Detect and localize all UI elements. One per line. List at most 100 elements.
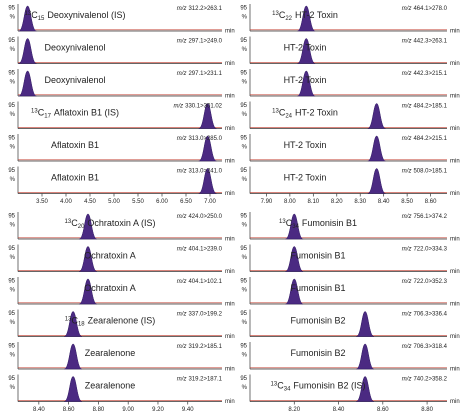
compound-label: 13C24 HT-2 Toxin [272, 108, 338, 119]
compound-label: HT-2 Toxin [284, 140, 327, 150]
x-unit-label: min [450, 191, 460, 197]
compound-label: Fumonisin B2 [290, 348, 345, 358]
mz-value: 756.1>374.2 [413, 214, 447, 220]
peak [18, 38, 37, 64]
mz-value: 464.1>278.0 [413, 6, 447, 12]
peak [64, 343, 83, 370]
x-tick-label: 8.50 [401, 199, 413, 205]
x-tick-label: 8.10 [307, 199, 319, 205]
peak [297, 70, 316, 97]
compound-name: Deoxynivalenol (IS) [47, 10, 125, 20]
y-unit-label: % [242, 255, 248, 261]
peak [198, 168, 217, 194]
isotope: 13 [271, 381, 278, 387]
mz-transition: m/z 424.0>250.0 [177, 214, 223, 220]
x-tick-label: 3.50 [36, 199, 48, 205]
y-unit-label: % [10, 80, 16, 86]
y-unit-label: % [10, 223, 16, 229]
compound-name: Zearalenone [85, 348, 136, 358]
isotope: 13 [65, 316, 72, 322]
y-unit-label: % [10, 177, 16, 183]
element: C [286, 218, 293, 228]
compound-name: Fumonisin B2 (IS) [293, 381, 365, 391]
mz-prefix: m/z [402, 279, 412, 285]
element: C [279, 108, 286, 118]
compound-name: Deoxynivalenol [44, 75, 105, 85]
mz-prefix: m/z [177, 136, 187, 142]
compound-name: HT-2 Toxin [284, 75, 327, 85]
compound-label: Fumonisin B2 [290, 316, 345, 326]
y-unit-label: % [10, 255, 16, 261]
y-max-label: 95 [240, 103, 247, 109]
label-count: 15 [38, 16, 45, 22]
x-unit-label: min [225, 237, 235, 243]
y-max-label: 95 [8, 214, 15, 220]
mz-value: 722.0>334.3 [413, 246, 447, 252]
x-tick-label: 6.50 [180, 199, 192, 205]
compound-name: Ochratoxin A (IS) [87, 218, 155, 228]
x-tick-label: 8.40 [378, 199, 390, 205]
peak [367, 135, 386, 162]
y-max-label: 95 [240, 279, 247, 285]
compound-label: Zearalenone [85, 348, 136, 358]
mz-value: 508.0>185.1 [413, 168, 447, 174]
mz-prefix: m/z [402, 136, 412, 142]
compound-name: Zearalenone [85, 381, 136, 391]
mz-prefix: m/z [177, 311, 187, 317]
compound-label: Deoxynivalenol [44, 43, 105, 53]
mz-prefix: m/z [402, 376, 412, 382]
mz-prefix: m/z [177, 344, 187, 350]
compound-label: 13C20 Ochratoxin A (IS) [65, 218, 156, 229]
y-max-label: 95 [240, 311, 247, 317]
mz-prefix: m/z [402, 344, 412, 350]
x-tick-label: 4.50 [84, 199, 96, 205]
isotope: 13 [272, 108, 279, 114]
mz-prefix: m/z [177, 71, 187, 77]
peak [64, 376, 83, 402]
x-unit-label: min [450, 237, 460, 243]
x-tick-label: 4.00 [60, 199, 72, 205]
y-max-label: 95 [240, 214, 247, 220]
peak [79, 213, 97, 240]
y-unit-label: % [242, 177, 248, 183]
x-unit-label: min [225, 94, 235, 100]
y-unit-label: % [242, 47, 248, 53]
y-max-label: 95 [240, 71, 247, 77]
y-max-label: 95 [240, 246, 247, 252]
x-unit-label: min [450, 126, 460, 132]
mz-value: 313.0>285.0 [188, 136, 222, 142]
peak [18, 5, 37, 32]
x-tick-label: 7.00 [204, 199, 216, 205]
y-unit-label: % [242, 353, 248, 359]
label-count: 24 [285, 113, 292, 119]
y-unit-label: % [242, 223, 248, 229]
label-count: 20 [78, 224, 85, 230]
peak [285, 246, 304, 272]
x-unit-label: min [225, 29, 235, 35]
y-max-label: 95 [8, 279, 15, 285]
mz-prefix: m/z [177, 246, 187, 252]
label-count: 34 [284, 386, 291, 392]
peak [297, 5, 316, 32]
x-unit-label: min [225, 367, 235, 373]
mz-transition: m/z 312.2>263.1 [177, 6, 223, 12]
compound-label: 13C17 Aflatoxin B1 (IS) [31, 108, 119, 119]
y-max-label: 95 [240, 38, 247, 44]
mz-value: 337.0>199.2 [188, 311, 222, 317]
mz-value: 297.1>231.1 [188, 71, 222, 77]
label-count: 17 [44, 113, 51, 119]
y-unit-label: % [242, 15, 248, 21]
mz-transition: m/z 508.0>185.1 [402, 168, 448, 174]
compound-label: 13C34 Fumonisin B2 (IS) [271, 381, 366, 392]
y-unit-label: % [10, 15, 16, 21]
x-tick-label: 8.80 [421, 407, 433, 413]
mz-prefix: m/z [402, 71, 412, 77]
compound-label: Ochratoxin A [84, 251, 136, 261]
y-unit-label: % [10, 145, 16, 151]
compound-label: HT-2 Toxin [284, 173, 327, 183]
mz-value: 330.1>301.02 [185, 103, 223, 109]
mz-prefix: m/z [177, 214, 187, 220]
mz-transition: m/z 319.2>187.1 [177, 376, 223, 382]
mz-transition: m/z 484.2>185.1 [402, 103, 448, 109]
compound-name: Deoxynivalenol [44, 43, 105, 53]
